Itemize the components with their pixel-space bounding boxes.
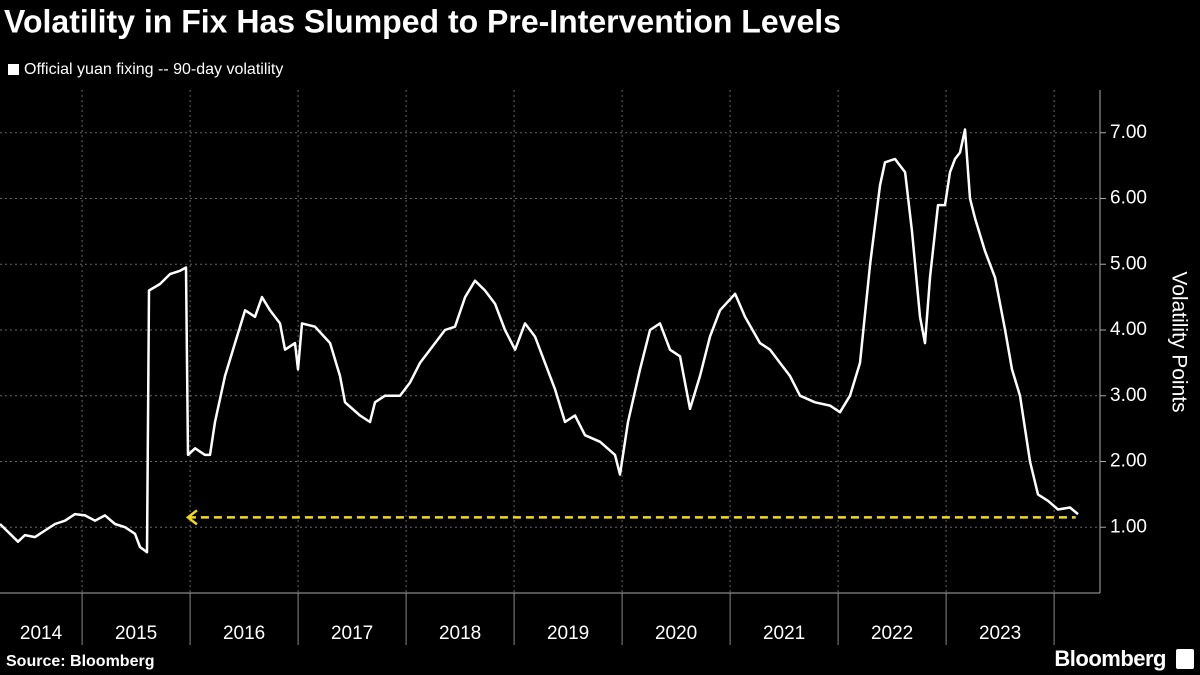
x-tick-label: 2023 [979,623,1021,644]
brand: Bloomberg [1054,646,1166,671]
y-tick-label: 5.00 [1110,253,1147,274]
legend-swatch [8,64,19,75]
x-tick-label: 2019 [547,623,589,644]
y-tick-label: 7.00 [1110,122,1147,143]
y-tick-label: 2.00 [1110,451,1147,472]
x-tick-label: 2020 [655,623,697,644]
brand-icon [1176,649,1194,669]
y-tick-label: 4.00 [1110,319,1147,340]
y-tick-label: 6.00 [1110,188,1147,209]
x-tick-label: 2016 [223,623,265,644]
source: Source: Bloomberg [6,653,154,670]
y-tick-label: 3.00 [1110,385,1147,406]
x-tick-label: 2022 [871,623,913,644]
y-tick-label: 1.00 [1110,516,1147,537]
legend-label: Official yuan fixing -- 90-day volatilit… [24,61,283,78]
x-tick-label: 2015 [115,623,157,644]
data-line [0,128,1079,554]
x-tick-label: 2017 [331,623,373,644]
x-tick-label: 2014 [20,623,63,644]
y-axis-label: Volatility Points [1167,271,1190,412]
reference-arrow [185,509,198,526]
x-tick-label: 2021 [763,623,805,644]
chart-title: Volatility in Fix Has Slumped to Pre-Int… [4,3,841,39]
x-tick-label: 2018 [439,623,481,644]
